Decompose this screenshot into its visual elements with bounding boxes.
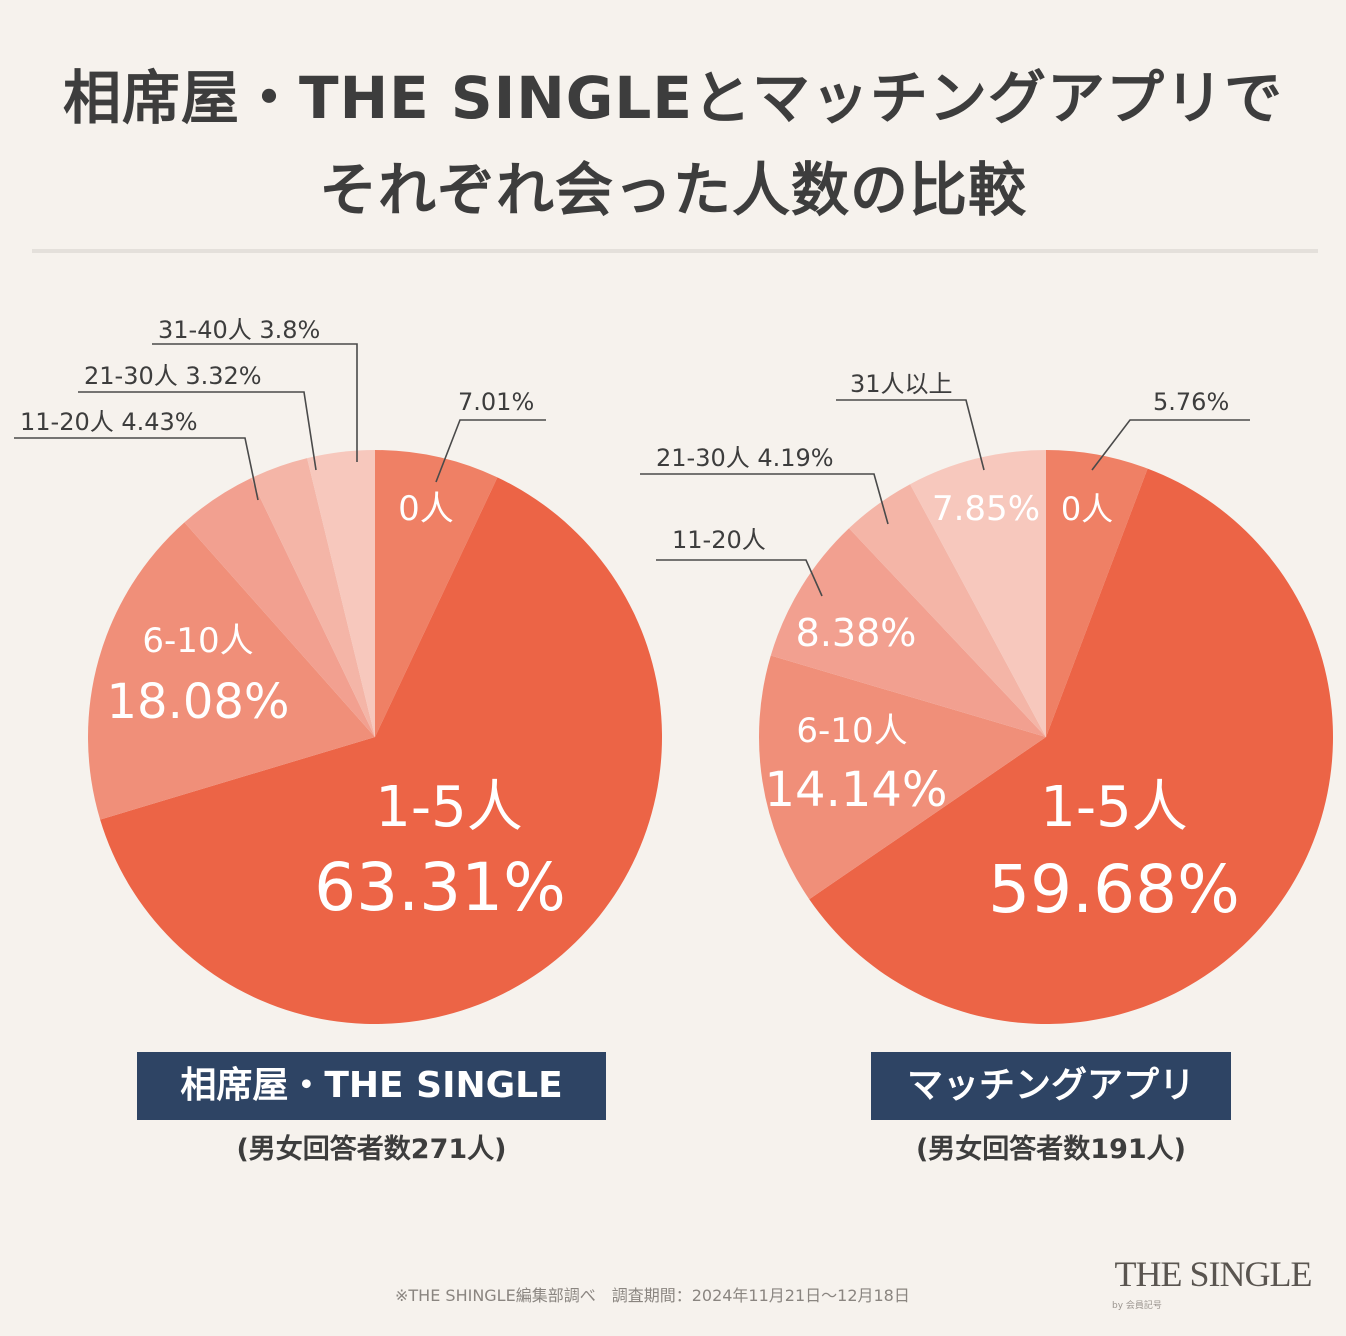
pie-slice-0 (1046, 450, 1148, 737)
brand-logo: THE SINGLE (1114, 1254, 1313, 1294)
pie-slice-4 (849, 484, 1046, 737)
chart-label-right: マッチングアプリ (871, 1052, 1231, 1120)
title-divider (32, 249, 1318, 253)
slice-label-1-category: 1-5人 (1040, 775, 1187, 840)
callout-5-label: 31人以上 (850, 370, 953, 398)
title-line-1: 相席屋・THE SINGLEとマッチングアプリで (63, 64, 1283, 132)
callout-0-label: 5.76% (1153, 388, 1229, 416)
callout-0-leader (435, 419, 546, 483)
pie-slice-3 (770, 528, 1046, 737)
pie-slice-1 (100, 477, 663, 1025)
slice-label-2-value: 14.14% (764, 762, 947, 818)
slice-label-2-category: 6-10人 (796, 711, 907, 751)
slice-label-1-category: 1-5人 (375, 775, 522, 840)
pie-slice-1 (809, 468, 1334, 1024)
slice-label-1-value: 63.31% (314, 849, 566, 926)
pie-slice-3 (184, 478, 375, 737)
pie-slice-2 (88, 522, 376, 820)
pie-chart-right: 0人 1-5人 59.68% 6-10人 14.14% 8.38% 7.85% 5.76% 11… (640, 370, 1334, 1024)
brand-sub: by 会員記号 (1112, 1301, 1162, 1311)
callout-4-leader (78, 391, 317, 471)
pie-slice-0 (375, 450, 498, 737)
slice-label-1-value: 59.68% (988, 851, 1240, 928)
callout-3-label: 11-20人 (672, 526, 766, 554)
callout-5-leader (152, 343, 358, 462)
callout-5-leader (836, 399, 985, 471)
pie-slice-5 (910, 450, 1046, 737)
slice-label-2-category: 6-10人 (142, 621, 253, 661)
slice-label-0: 0人 (1061, 490, 1113, 528)
callout-0-label: 7.01% (458, 388, 534, 416)
slice-label-0: 0人 (398, 489, 454, 529)
respondent-count-right: (男女回答者数191人) (915, 1134, 1187, 1165)
callout-3-label: 11-20人 4.43% (20, 408, 198, 436)
callout-5-label: 31-40人 3.8% (158, 316, 320, 344)
pie-slice-2 (759, 655, 1046, 900)
slice-label-5-value: 7.85% (932, 489, 1040, 529)
slice-label-3-value: 8.38% (796, 611, 917, 655)
chart-label-left: 相席屋・THE SINGLE (137, 1052, 606, 1120)
callout-3-leader (656, 559, 823, 597)
survey-footnote: ※THE SHINGLE編集部調べ 調査期間：2024年11月21日～12月18… (395, 1286, 910, 1305)
pie-slice-5 (307, 450, 375, 737)
slice-label-2-value: 18.08% (106, 674, 289, 730)
callout-4-label: 21-30人 4.19% (656, 444, 834, 472)
callout-4-leader (640, 473, 889, 525)
callout-0-leader (1091, 419, 1250, 471)
callout-3-leader (14, 437, 259, 501)
title-line-2: それぞれ会った人数の比較 (318, 156, 1027, 224)
pie-slice-4 (250, 458, 375, 737)
page-title: 相席屋・THE SINGLEとマッチングアプリで それぞれ会った人数の比較 (0, 52, 1346, 236)
pie-chart-left: 0人 1-5人 63.31% 6-10人 18.08% 7.01% 11-20人 4.43%… (14, 316, 663, 1025)
callout-4-label: 21-30人 3.32% (84, 362, 262, 390)
respondent-count-left: (男女回答者数271人) (236, 1134, 507, 1165)
